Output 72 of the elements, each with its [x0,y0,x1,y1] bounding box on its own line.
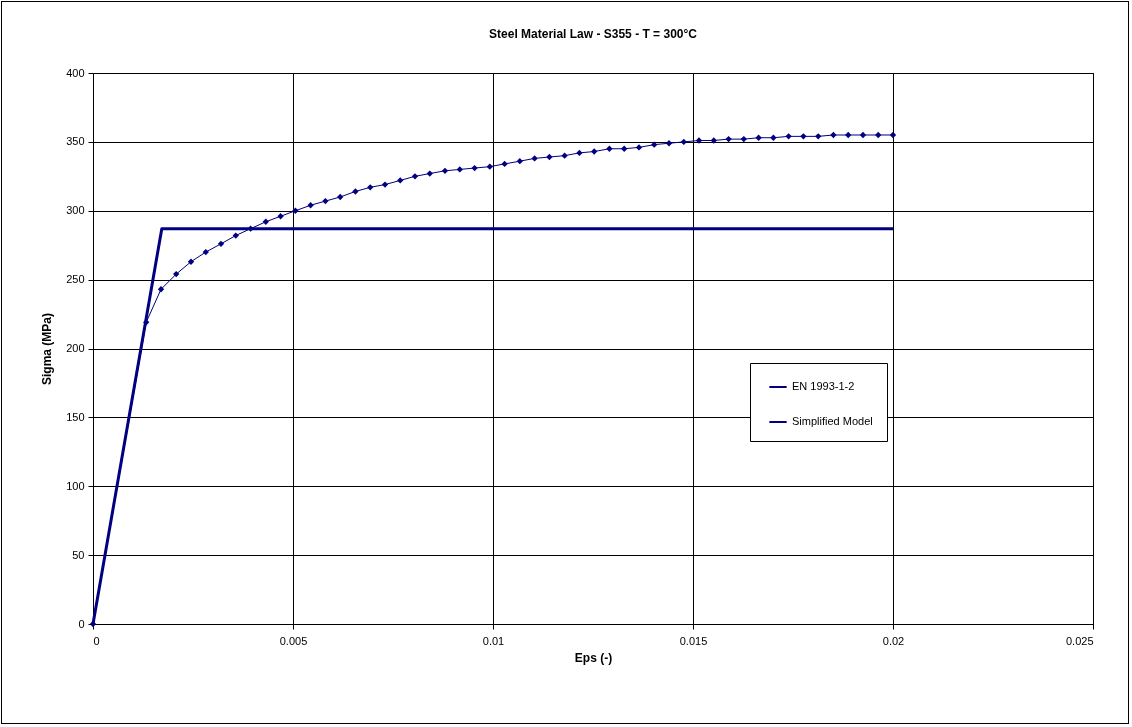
point [710,137,717,144]
x-axis-title: Eps (-) [574,650,613,665]
legend-label: Simplified Model [792,415,873,427]
point [367,184,374,191]
point [561,152,568,159]
point [606,145,613,152]
point [262,218,269,225]
y-axis-title: Sigma (MPa) [40,312,55,386]
point [576,149,583,157]
y-tick-label: 100 [66,479,85,492]
point [232,232,239,239]
y-tick-label: 250 [66,273,85,286]
point [143,319,150,326]
point [770,134,777,141]
point [202,248,209,256]
point [411,173,419,180]
point [830,131,837,139]
point [247,225,254,232]
point [307,202,314,209]
point [516,158,523,165]
point [501,160,508,168]
x-tick-label: 0.015 [679,634,708,647]
point [875,131,882,139]
point [456,166,463,173]
point [187,258,195,265]
point [621,145,628,152]
chart-title: Steel Material Law - S355 - T = 300°C [489,27,698,41]
point [397,177,404,184]
y-tick-label: 350 [66,135,85,148]
point [426,170,433,177]
y-tick-label: 300 [66,204,85,217]
y-tick-label: 200 [66,342,85,354]
point [889,131,897,139]
point [441,167,449,174]
point [277,213,284,220]
point [591,148,598,155]
point [635,144,643,151]
point [859,131,867,139]
point [725,135,732,143]
x-tick-label: 0 [93,634,100,647]
x-tick-label: 0.005 [279,634,308,647]
point [785,133,792,140]
point [531,155,538,162]
y-tick-label: 50 [72,548,85,561]
point [217,240,225,247]
point [381,181,389,188]
legend-label: EN 1993-1-2 [792,380,855,392]
point [292,207,299,214]
x-tick-label: 0.01 [482,634,505,647]
y-tick-label: 0 [78,617,85,630]
y-tick-label: 150 [66,410,85,423]
point [800,133,807,140]
point [680,138,687,146]
point [665,140,673,147]
point [695,137,703,144]
point [546,153,553,161]
point [322,197,329,205]
y-tick-label: 400 [66,66,85,79]
x-tick-label: 0.02 [882,634,905,647]
point [845,131,852,139]
point [352,188,359,195]
point [651,141,658,148]
point [486,163,493,170]
point [471,164,478,172]
point [89,620,97,628]
point [740,135,747,143]
point [755,134,762,141]
x-tick-label: 0.025 [1065,634,1094,647]
point [157,286,165,293]
point [815,133,822,140]
point [173,270,180,278]
point [337,193,344,201]
